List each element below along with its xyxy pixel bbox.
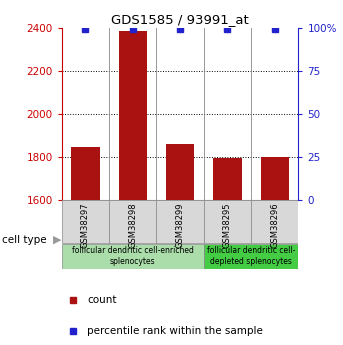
Bar bbox=[166, 144, 194, 200]
Text: GSM38299: GSM38299 bbox=[176, 202, 185, 248]
Bar bbox=[62, 200, 109, 243]
Bar bbox=[119, 31, 147, 200]
Text: GSM38295: GSM38295 bbox=[223, 202, 232, 248]
Bar bbox=[62, 244, 204, 269]
Bar bbox=[204, 244, 298, 269]
Title: GDS1585 / 93991_at: GDS1585 / 93991_at bbox=[111, 13, 249, 27]
Bar bbox=[156, 200, 204, 243]
Bar bbox=[213, 158, 241, 200]
Text: follicular dendritic cell-enriched
splenocytes: follicular dendritic cell-enriched splen… bbox=[72, 246, 194, 266]
Text: cell type: cell type bbox=[2, 235, 46, 245]
Text: GSM38297: GSM38297 bbox=[81, 202, 90, 248]
Bar bbox=[261, 157, 289, 200]
Text: GSM38296: GSM38296 bbox=[270, 202, 279, 248]
Text: percentile rank within the sample: percentile rank within the sample bbox=[87, 326, 263, 336]
Text: count: count bbox=[87, 295, 117, 305]
Text: ▶: ▶ bbox=[53, 235, 62, 245]
Bar bbox=[204, 200, 251, 243]
Text: follicular dendritic cell-
depleted splenocytes: follicular dendritic cell- depleted sple… bbox=[207, 246, 295, 266]
Bar bbox=[71, 147, 99, 200]
Text: GSM38298: GSM38298 bbox=[128, 202, 137, 248]
Bar bbox=[251, 200, 298, 243]
Bar bbox=[109, 200, 156, 243]
